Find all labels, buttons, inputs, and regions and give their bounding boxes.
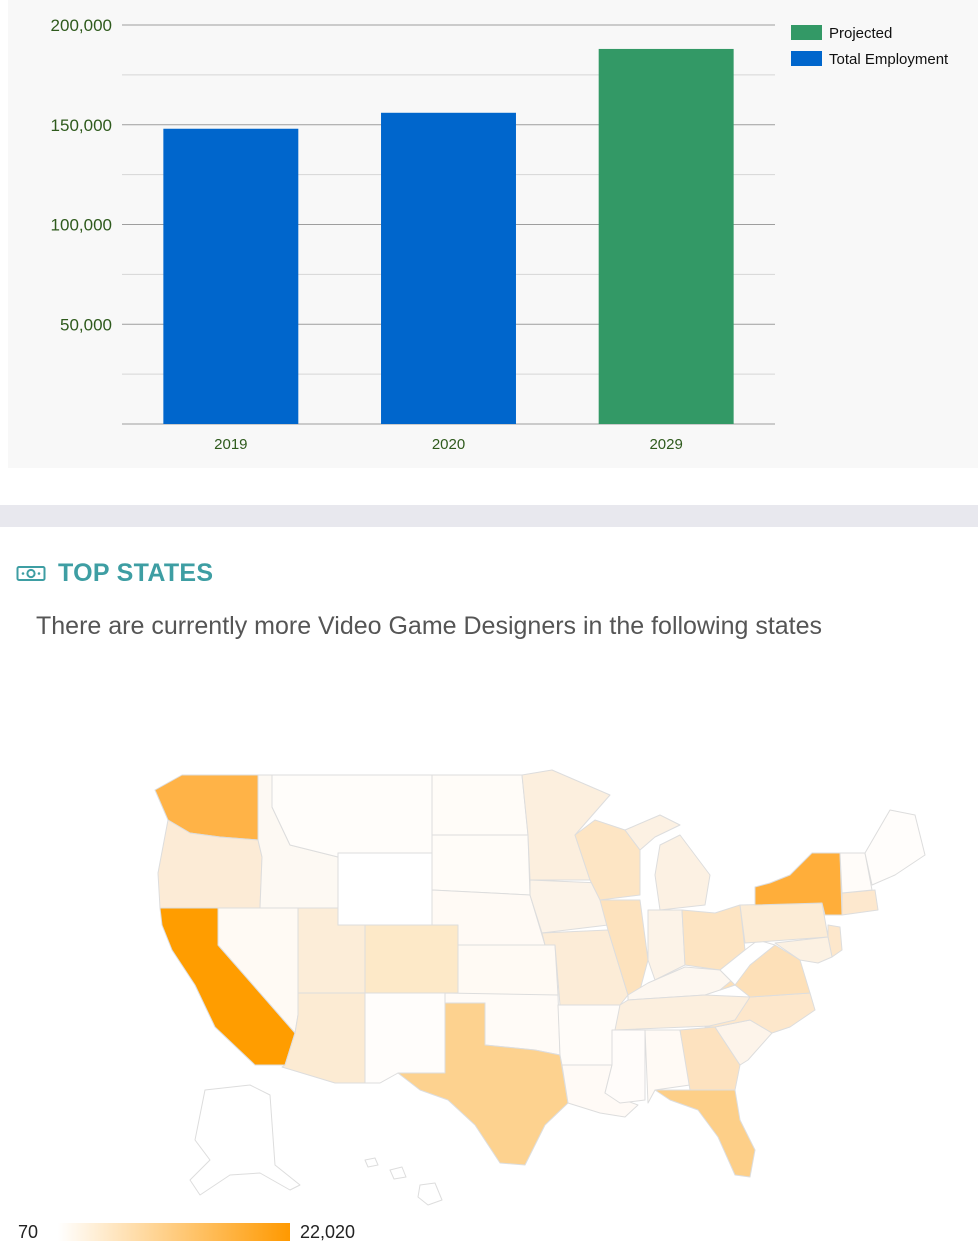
legend-swatch xyxy=(791,51,822,66)
legend-label: Projected xyxy=(829,25,892,42)
state-michigan[interactable] xyxy=(624,814,711,911)
bar-2029 xyxy=(598,48,734,424)
map-legend: 70 22,020 xyxy=(0,1218,978,1248)
section-divider xyxy=(0,505,978,527)
state-alaska[interactable] xyxy=(189,1084,301,1196)
state-north-dakota[interactable] xyxy=(431,774,529,836)
legend-max-label: 22,020 xyxy=(300,1222,356,1242)
state-pennsylvania[interactable] xyxy=(739,902,829,944)
legend-min-label: 70 xyxy=(18,1222,39,1242)
state-new-york[interactable] xyxy=(754,852,843,916)
legend-gradient-bar xyxy=(58,1223,290,1241)
employment-bar-chart: 50,000 100,000 150,000 200,000 2019 2020 2029 P… xyxy=(51,16,950,453)
x-tick-label: 2029 xyxy=(649,436,682,453)
state-montana[interactable] xyxy=(271,774,433,858)
legend-swatch xyxy=(791,25,822,40)
state-iowa[interactable] xyxy=(529,879,609,934)
bar-2020 xyxy=(381,112,516,424)
legend-label: Total Employment xyxy=(829,51,949,68)
section-title: TOP STATES xyxy=(58,558,214,587)
state-maryland[interactable] xyxy=(774,936,833,964)
y-tick-label: 150,000 xyxy=(51,116,112,135)
x-tick-label: 2019 xyxy=(214,436,247,453)
state-wyoming[interactable] xyxy=(337,852,433,926)
us-states-map xyxy=(154,769,926,1206)
state-south-dakota[interactable] xyxy=(431,834,531,896)
state-north-carolina[interactable] xyxy=(704,992,816,1034)
state-florida[interactable] xyxy=(654,1089,756,1178)
bar-2019 xyxy=(163,128,299,425)
section-subtitle: There are currently more Video Game Desi… xyxy=(36,612,823,640)
state-hawaii[interactable] xyxy=(364,1157,443,1206)
state-indiana[interactable] xyxy=(647,909,686,981)
state-wisconsin[interactable] xyxy=(574,819,641,901)
y-tick-label: 100,000 xyxy=(51,216,112,235)
section-header: TOP STATES xyxy=(16,558,213,588)
money-icon xyxy=(16,566,46,581)
y-tick-label: 50,000 xyxy=(60,315,112,334)
x-tick-label: 2020 xyxy=(432,436,465,453)
state-arkansas[interactable] xyxy=(557,1004,621,1066)
state-alabama[interactable] xyxy=(644,1029,691,1104)
state-maine[interactable] xyxy=(864,809,926,886)
state-new-hampshire-vermont[interactable] xyxy=(839,852,873,894)
state-colorado[interactable] xyxy=(364,924,459,994)
state-kansas[interactable] xyxy=(457,944,559,996)
state-new-jersey[interactable] xyxy=(827,924,843,958)
state-massachusetts[interactable] xyxy=(841,889,879,916)
state-west-virginia[interactable] xyxy=(719,939,776,986)
state-new-mexico[interactable] xyxy=(364,992,446,1084)
state-texas[interactable] xyxy=(397,1002,569,1166)
y-tick-label: 200,000 xyxy=(51,16,112,35)
